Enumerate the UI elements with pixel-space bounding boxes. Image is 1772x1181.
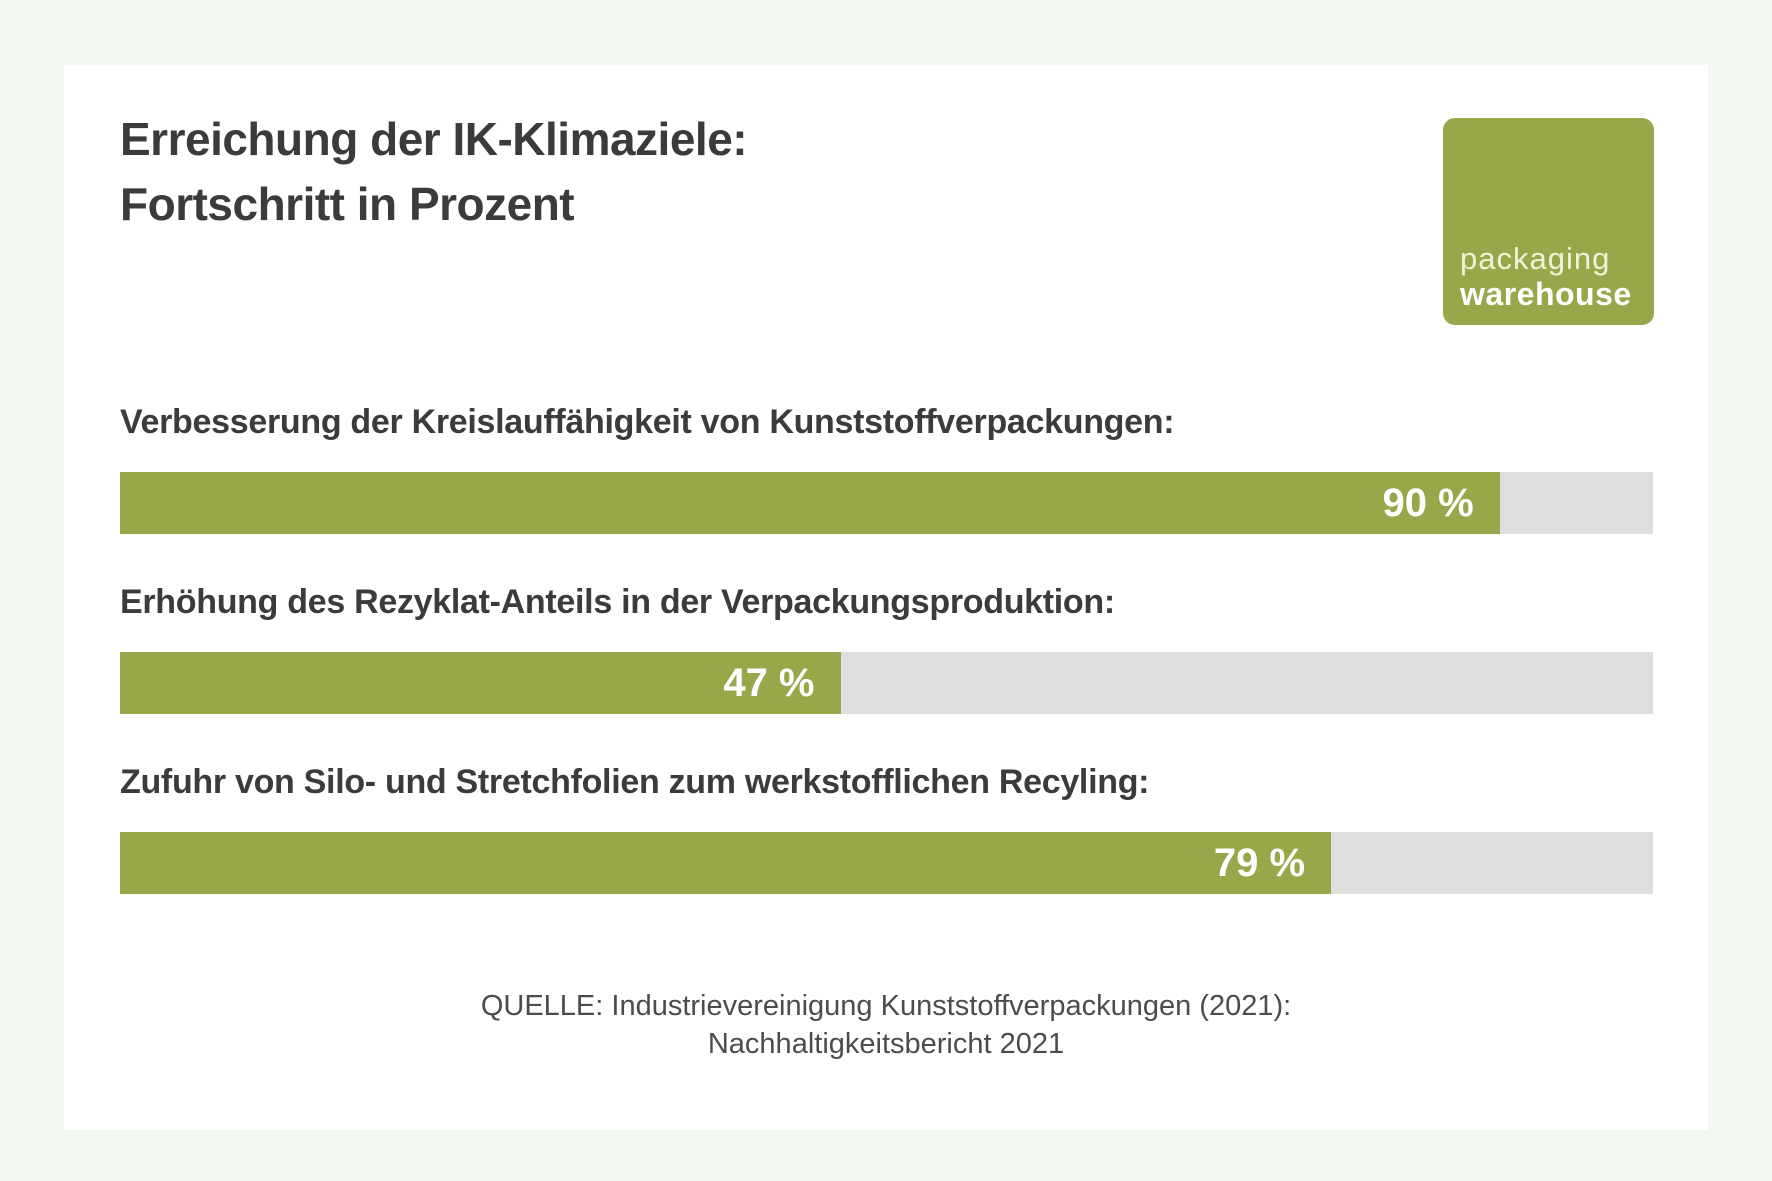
chart-title: Erreichung der IK-Klimaziele: Fortschritt… (120, 107, 748, 237)
chart-title-line2: Fortschritt in Prozent (120, 178, 575, 230)
chart-title-line1: Erreichung der IK-Klimaziele: (120, 113, 748, 165)
bar-track: 79 % (120, 832, 1653, 894)
logo-text-block: packaging warehouse (1460, 241, 1632, 312)
bar-value-label: 79 % (1213, 840, 1306, 885)
bar-track: 90 % (120, 472, 1653, 534)
infographic-card: Erreichung der IK-Klimaziele: Fortschritt… (64, 65, 1708, 1130)
bar-track: 47 % (120, 652, 1653, 714)
bar-value-label: 47 % (723, 660, 815, 705)
bar-fill: 90 % (120, 472, 1500, 534)
bar-label: Zufuhr von Silo- und Stretchfolien zum w… (120, 763, 1150, 801)
bar-row-recyclate: Erhöhung des Rezyklat-Anteils in der Ver… (120, 578, 1653, 714)
bar-row-circularity: Verbesserung der Kreislauffähigkeit von … (120, 398, 1653, 534)
logo-word-warehouse: warehouse (1460, 276, 1632, 312)
source-line1: QUELLE: Industrievereinigung Kunststoffv… (480, 990, 1292, 1022)
bar-chart: Verbesserung der Kreislauffähigkeit von … (120, 398, 1653, 938)
bar-row-films: Zufuhr von Silo- und Stretchfolien zum w… (120, 758, 1653, 894)
source-line2: Nachhaltigkeitsbericht 2021 (707, 1028, 1065, 1060)
bar-label: Verbesserung der Kreislauffähigkeit von … (120, 403, 1175, 441)
source-note: QUELLE: Industrievereinigung Kunststoffv… (64, 987, 1708, 1063)
bar-value-label: 90 % (1382, 480, 1474, 525)
logo-word-packaging: packaging (1460, 241, 1611, 276)
bar-fill: 79 % (120, 832, 1332, 894)
packaging-warehouse-logo: packaging warehouse (1443, 118, 1654, 325)
bar-fill: 47 % (120, 652, 841, 714)
bar-label: Erhöhung des Rezyklat-Anteils in der Ver… (120, 583, 1115, 621)
